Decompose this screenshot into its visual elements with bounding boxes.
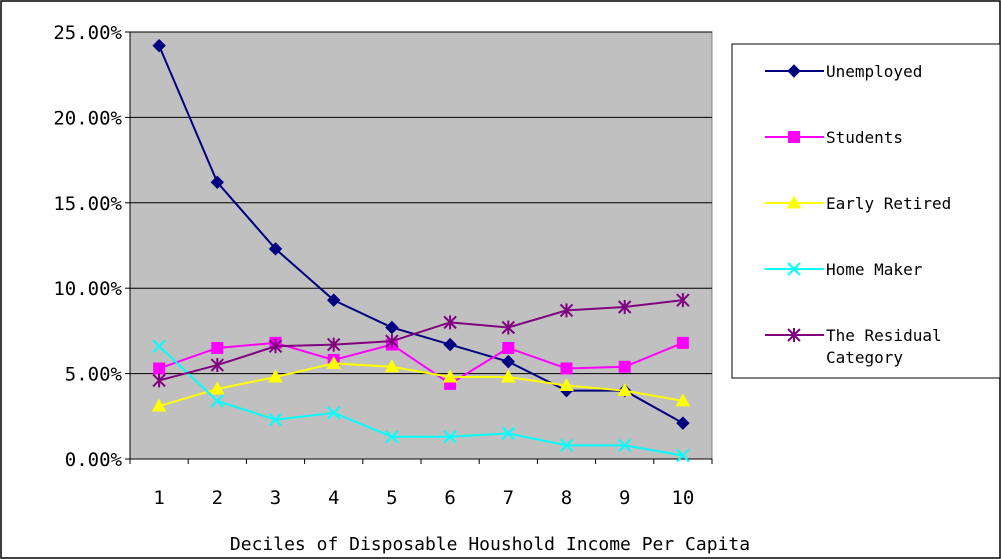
legend-marker <box>788 131 800 143</box>
data-point <box>211 341 224 354</box>
data-point <box>268 339 283 354</box>
data-point <box>152 339 166 353</box>
data-point <box>210 358 225 373</box>
x-tick-label: 8 <box>561 487 572 509</box>
legend-item: Home Maker <box>765 260 923 279</box>
data-point <box>443 315 457 330</box>
y-tick-label: 5.00% <box>65 364 123 386</box>
legend-item: Unemployed <box>765 62 922 81</box>
data-point <box>151 398 167 412</box>
x-tick-label: 1 <box>153 487 164 509</box>
legend: Unemployed Students Early Retired Home Make… <box>731 43 1001 379</box>
data-point <box>502 341 515 354</box>
y-tick-label: 20.00% <box>53 107 122 129</box>
legend-label: Home Maker <box>826 260 923 279</box>
data-point <box>153 362 166 375</box>
legend-marker <box>787 262 801 276</box>
data-point <box>443 337 457 352</box>
x-axis: 1 2 3 4 5 6 7 8 9 10 <box>129 458 713 509</box>
data-point <box>501 426 516 441</box>
data-point <box>385 334 399 349</box>
x-tick-label: 7 <box>503 487 514 509</box>
data-point <box>385 430 399 444</box>
data-point <box>326 337 341 352</box>
data-point <box>501 354 516 369</box>
y-tick-label: 25.00% <box>53 22 122 44</box>
legend-marker <box>787 64 801 78</box>
data-point <box>384 359 400 373</box>
x-tick-label: 6 <box>444 487 455 509</box>
data-point <box>152 38 166 53</box>
x-tick-label: 5 <box>386 487 397 509</box>
data-point <box>442 369 458 383</box>
data-point <box>675 393 691 407</box>
series-line <box>158 45 684 425</box>
data-point <box>385 320 399 335</box>
legend-label: Category <box>826 348 903 367</box>
data-point <box>268 242 283 256</box>
legend-item: The Residual Category <box>765 326 942 367</box>
series-0 <box>152 38 690 430</box>
x-tick-label: 4 <box>328 487 339 509</box>
data-point <box>210 394 225 408</box>
data-point <box>676 448 690 463</box>
data-point <box>326 355 342 369</box>
data-point <box>617 383 633 397</box>
y-tick-label: 15.00% <box>53 193 122 215</box>
y-axis: 0.00% 5.00% 10.00% 15.00% 20.00% 25.00% <box>53 22 131 471</box>
series-line <box>158 341 684 386</box>
x-axis-title: Deciles of Disposable Houshold Income Pe… <box>230 534 750 555</box>
legend-marker <box>786 195 802 209</box>
legend-label: The Residual <box>826 326 942 345</box>
y-tick-label: 10.00% <box>53 278 122 300</box>
series-layer <box>151 38 691 463</box>
y-tick-label: 0.00% <box>65 449 123 471</box>
series-line <box>158 299 684 382</box>
legend-label: Students <box>826 128 903 147</box>
data-point <box>676 416 690 430</box>
data-point <box>617 438 632 453</box>
data-point <box>152 373 166 388</box>
series-4 <box>152 293 690 388</box>
data-point <box>268 369 283 383</box>
data-point <box>501 320 516 335</box>
data-point <box>326 293 341 307</box>
series-line <box>158 345 684 457</box>
series-2 <box>151 355 691 412</box>
legend-label: Unemployed <box>826 62 922 81</box>
data-point <box>326 406 341 420</box>
data-point <box>443 430 457 444</box>
data-point <box>559 438 574 453</box>
x-tick-label: 3 <box>270 487 281 509</box>
data-point <box>500 369 516 383</box>
series-line <box>158 362 684 408</box>
x-tick-label: 2 <box>212 487 223 509</box>
legend-box <box>731 43 1001 379</box>
legend-item: Students <box>765 128 903 147</box>
legend-item: Early Retired <box>765 194 951 213</box>
legend-marker <box>787 328 801 342</box>
data-point <box>560 362 573 375</box>
data-point <box>559 378 574 392</box>
data-point <box>676 293 690 308</box>
data-point <box>268 413 283 427</box>
data-point <box>209 381 225 395</box>
data-point <box>618 360 631 373</box>
data-point <box>676 336 689 349</box>
x-tick-label: 10 <box>671 487 694 509</box>
data-point <box>559 303 574 318</box>
series-3 <box>152 339 690 463</box>
data-point <box>210 175 225 190</box>
data-point <box>617 299 632 314</box>
legend-label: Early Retired <box>826 194 951 213</box>
x-tick-label: 9 <box>619 487 630 509</box>
